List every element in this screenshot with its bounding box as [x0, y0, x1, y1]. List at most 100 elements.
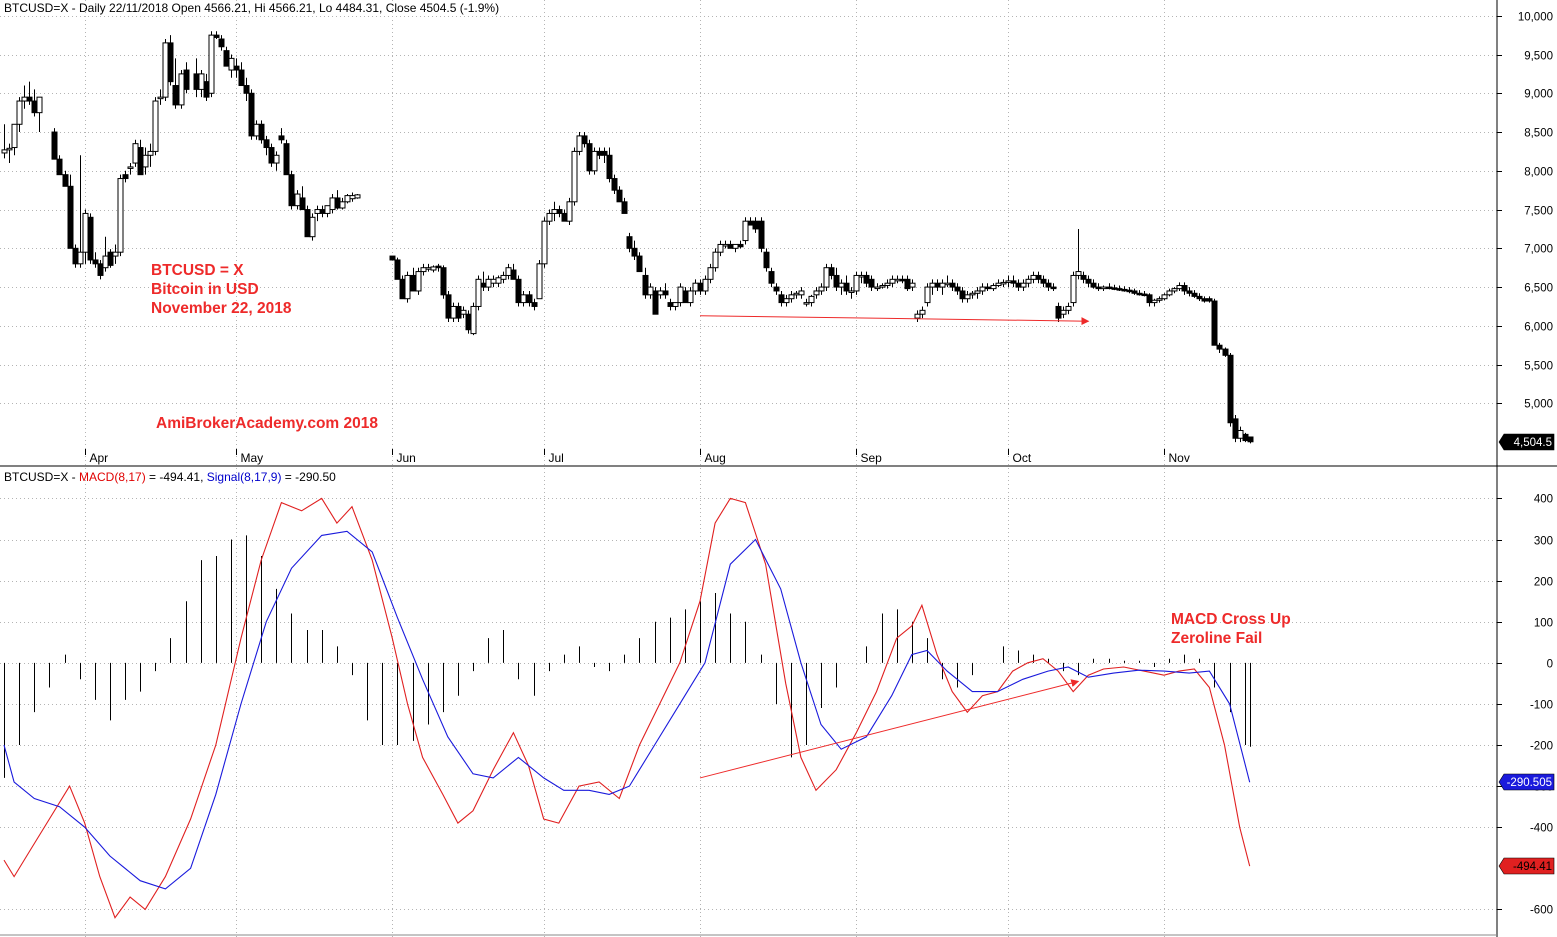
candle [1085, 275, 1092, 288]
candle [1045, 279, 1052, 291]
macd-tick-label: 300 [1534, 536, 1553, 548]
candle [309, 213, 316, 241]
candle-body-up [500, 274, 507, 280]
candle-body-down [1247, 436, 1254, 443]
candle [51, 128, 58, 160]
candle-body-down [949, 282, 956, 288]
candle-body-down [67, 185, 74, 249]
candle-body-down [904, 278, 911, 290]
candle-body-up [324, 205, 331, 214]
macd-tick-label: 100 [1534, 618, 1553, 630]
candle [1090, 279, 1097, 289]
candle-body-up [1171, 288, 1178, 292]
candle [56, 155, 63, 176]
candle-body-up [6, 147, 13, 151]
candle-body-down [959, 290, 966, 300]
candle-body-up [1100, 286, 1107, 290]
axes: 5,000 5,500 6,000 6,500 7,000 7,500 8,000 8,500… [85, 12, 1555, 917]
candle-body-up [853, 274, 860, 292]
candle [833, 267, 840, 291]
candle-body-down [137, 147, 144, 176]
candle [198, 70, 205, 98]
price-tick-label: 7,000 [1524, 244, 1553, 256]
candle-body-up [677, 286, 684, 304]
candle [354, 194, 361, 199]
candle-body-up [944, 282, 951, 286]
candle [167, 35, 174, 86]
candle-body-up [974, 290, 981, 294]
candle [67, 174, 74, 249]
macd-lines [3, 497, 1251, 919]
macd-histogram [4, 535, 1251, 778]
candle-body-up [112, 251, 119, 257]
candle [682, 287, 689, 304]
candle [914, 310, 921, 322]
price-tick-label: 8,000 [1524, 167, 1553, 179]
price-tick-label: 8,500 [1524, 128, 1553, 140]
candle [717, 240, 724, 257]
candle [1050, 283, 1057, 291]
signal-value-tag-box [1498, 773, 1555, 791]
candle [990, 283, 997, 291]
candle [667, 298, 674, 311]
candle-body-up [818, 286, 825, 292]
candle-body-down [389, 255, 396, 261]
candle-body-up [1065, 305, 1072, 311]
candle-body-down [510, 269, 517, 280]
candle-body-down [833, 274, 840, 288]
candle-body-down [778, 294, 785, 304]
candle-body-up [1060, 309, 1067, 315]
month-label: May [241, 451, 264, 465]
candle-body-down [843, 282, 850, 292]
macd-trend-arrow [699, 679, 1080, 779]
title-line: Bitcoin in USD [151, 281, 259, 298]
macd-value-tag-text: -494.41 [1513, 861, 1552, 873]
candle [1166, 288, 1173, 297]
candle-body-down [1242, 433, 1249, 442]
candle [1196, 293, 1203, 302]
chart-title-annotation: BTCUSD = X Bitcoin in USD November 22, 201… [151, 261, 291, 318]
candle [142, 147, 149, 175]
candle-body-up [536, 263, 543, 300]
candle-body-down [1106, 286, 1113, 290]
candle-body-down [556, 209, 563, 214]
candle-body-up [21, 96, 28, 102]
candle-body-down [258, 123, 265, 141]
candle-body-down [1126, 289, 1133, 293]
candle [334, 190, 341, 210]
candle-body-down [62, 174, 69, 187]
candle [324, 205, 331, 218]
candle-body-up [102, 255, 109, 269]
candle [1100, 285, 1107, 291]
candle-body-down [682, 290, 689, 304]
candle-body-down [51, 131, 58, 160]
candle-body-down [586, 143, 593, 172]
candle [82, 209, 89, 264]
candle-body-down [97, 263, 104, 276]
candle [77, 155, 84, 268]
candle [919, 306, 926, 319]
candle-body-down [1232, 418, 1239, 439]
candle-body-up [152, 100, 159, 152]
candle-body-down [223, 50, 230, 67]
candle [707, 263, 714, 284]
candle-body-down [248, 92, 255, 137]
candle [26, 81, 33, 105]
candle-body-down [238, 69, 245, 87]
candle-body-down [652, 290, 659, 315]
candle [561, 209, 568, 222]
candle [722, 240, 729, 249]
last-price-tag-text: 4,504.5 [1514, 437, 1552, 449]
trend-arrows [699, 315, 1090, 779]
candle-body-up [783, 298, 790, 304]
macd-tick-label: -100 [1530, 700, 1553, 712]
candle-body-down [1085, 278, 1092, 284]
candle [520, 290, 527, 307]
last-price-tag: 4,504.5 [1498, 433, 1555, 451]
candle-body-up [712, 251, 719, 269]
candle [127, 163, 134, 175]
candle-body-down [1196, 295, 1203, 300]
candle [515, 275, 522, 307]
candle [868, 275, 875, 291]
candle-body-down [26, 96, 33, 102]
